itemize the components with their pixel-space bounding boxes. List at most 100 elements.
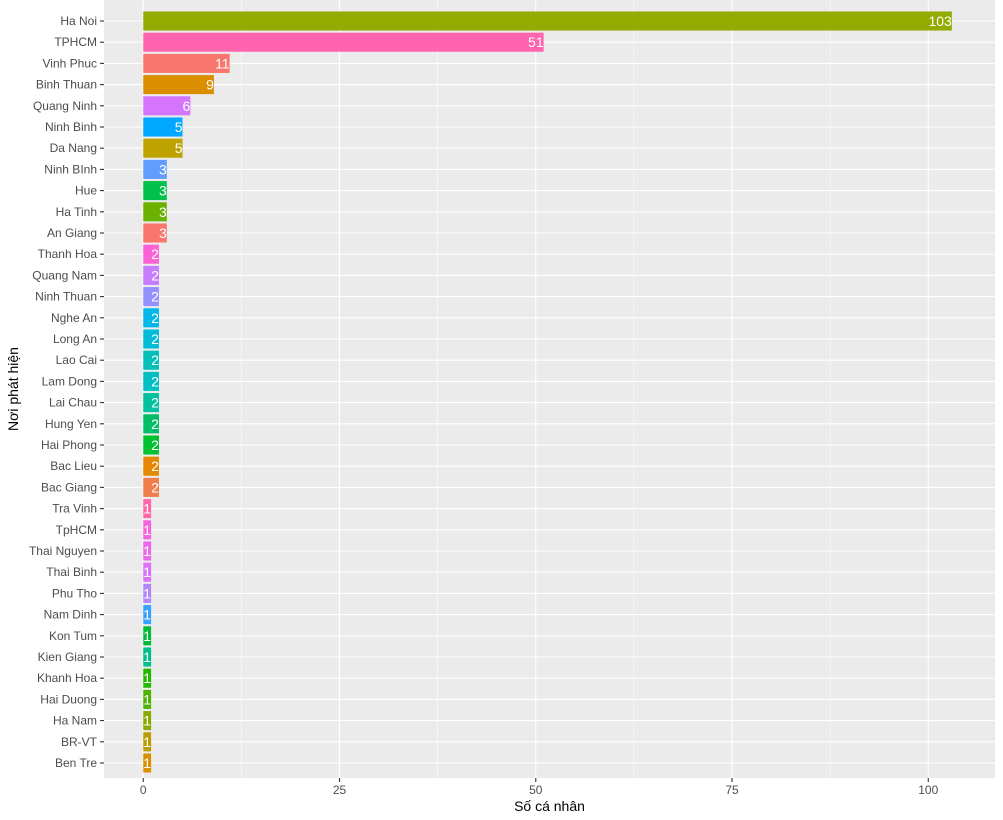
y-tick-label: Lao Cai bbox=[56, 353, 97, 367]
y-tick-label: Khanh Hoa bbox=[37, 671, 97, 685]
x-tick-label: 50 bbox=[529, 783, 543, 797]
bar bbox=[143, 32, 544, 52]
bar-value-label: 1 bbox=[143, 607, 151, 623]
bar-value-label: 2 bbox=[151, 331, 159, 347]
bar-value-label: 2 bbox=[151, 310, 159, 326]
y-tick-label: Ninh Binh bbox=[45, 120, 97, 134]
bar-value-label: 1 bbox=[143, 713, 151, 729]
bar bbox=[143, 477, 159, 497]
bar bbox=[143, 562, 152, 582]
y-tick-label: Ninh BInh bbox=[44, 162, 97, 176]
bar-value-label: 2 bbox=[151, 479, 159, 495]
bar bbox=[143, 11, 952, 31]
bar-value-label: 51 bbox=[528, 34, 544, 50]
bar-value-label: 2 bbox=[151, 373, 159, 389]
bar bbox=[143, 456, 159, 476]
bar-value-label: 1 bbox=[143, 628, 151, 644]
bar-value-label: 2 bbox=[151, 416, 159, 432]
y-tick-label: Hai Duong bbox=[40, 692, 97, 706]
y-tick-label: Ha Noi bbox=[60, 14, 97, 28]
bar bbox=[143, 689, 152, 709]
y-tick-label: Kien Giang bbox=[38, 650, 97, 664]
y-tick-label: An Giang bbox=[47, 226, 97, 240]
y-axis-title: Nơi phát hiện bbox=[5, 347, 21, 431]
y-tick-label: Vinh Phuc bbox=[43, 56, 98, 70]
bar bbox=[143, 223, 167, 243]
y-axis: Ha Noi TPHCM Vinh Phuc Binh Thuan Quang Ninh… bbox=[29, 14, 104, 770]
bar bbox=[143, 393, 159, 413]
bar-value-label: 3 bbox=[159, 161, 167, 177]
bar bbox=[143, 96, 191, 116]
bar-value-label: 2 bbox=[151, 289, 159, 305]
bar bbox=[143, 371, 159, 391]
x-tick-label: 75 bbox=[725, 783, 739, 797]
bar-value-label: 1 bbox=[143, 734, 151, 750]
bar-value-label: 2 bbox=[151, 395, 159, 411]
bar bbox=[143, 499, 152, 519]
y-tick-label: Binh Thuan bbox=[36, 78, 97, 92]
grid-lines bbox=[104, 0, 995, 778]
bar-value-label: 1 bbox=[143, 691, 151, 707]
y-tick-label: Hung Yen bbox=[45, 417, 97, 431]
bar bbox=[143, 202, 167, 222]
bar-value-label: 3 bbox=[159, 204, 167, 220]
y-tick-label: Ben Tre bbox=[55, 756, 97, 770]
bar bbox=[143, 435, 159, 455]
bar bbox=[143, 583, 152, 603]
bar bbox=[143, 265, 159, 285]
bar bbox=[143, 181, 167, 201]
bar-value-label: 2 bbox=[151, 352, 159, 368]
bar bbox=[143, 53, 230, 73]
y-tick-label: Quang Ninh bbox=[33, 99, 97, 113]
y-tick-label: Ninh Thuan bbox=[35, 290, 97, 304]
bar bbox=[143, 75, 214, 95]
y-tick-label: Bac Giang bbox=[41, 480, 97, 494]
bar bbox=[143, 520, 152, 540]
y-tick-label: Thai Nguyen bbox=[29, 544, 97, 558]
y-tick-label: Hai Phong bbox=[41, 438, 97, 452]
bar-value-label: 1 bbox=[143, 649, 151, 665]
y-tick-label: Nam Dinh bbox=[44, 608, 97, 622]
bar-value-label: 2 bbox=[151, 458, 159, 474]
bar bbox=[143, 117, 183, 137]
y-tick-label: Quang Nam bbox=[32, 268, 97, 282]
y-tick-label: Thanh Hoa bbox=[38, 247, 98, 261]
bar-value-label: 11 bbox=[215, 55, 230, 71]
y-tick-label: Hue bbox=[75, 184, 97, 198]
bar bbox=[143, 414, 159, 434]
bar-value-label: 2 bbox=[151, 437, 159, 453]
bar bbox=[143, 541, 152, 561]
bar bbox=[143, 159, 167, 179]
bar-value-label: 1 bbox=[143, 670, 151, 686]
x-tick-label: 0 bbox=[140, 783, 147, 797]
bar bbox=[143, 668, 152, 688]
x-tick-label: 25 bbox=[333, 783, 347, 797]
bar-value-label: 6 bbox=[183, 98, 191, 114]
y-tick-label: Tra Vinh bbox=[52, 502, 97, 516]
bar-value-label: 103 bbox=[928, 13, 952, 29]
bar-value-label: 3 bbox=[159, 183, 167, 199]
y-tick-label: Lam Dong bbox=[42, 374, 97, 388]
y-tick-label: Ha Tinh bbox=[56, 205, 97, 219]
bar bbox=[143, 138, 183, 158]
bar bbox=[143, 287, 159, 307]
bar-value-label: 9 bbox=[206, 77, 214, 93]
bar-value-label: 5 bbox=[175, 119, 183, 135]
bar bbox=[143, 753, 152, 773]
x-axis-title: Số cá nhân bbox=[514, 798, 585, 814]
bar-value-label: 5 bbox=[175, 140, 183, 156]
y-tick-label: TpHCM bbox=[56, 523, 97, 537]
x-axis: 0 25 50 75 100 bbox=[140, 778, 939, 797]
bar bbox=[143, 350, 159, 370]
bar-value-label: 2 bbox=[151, 246, 159, 262]
y-tick-label: Kon Tum bbox=[49, 629, 97, 643]
y-tick-label: Lai Chau bbox=[49, 396, 97, 410]
bar-value-label: 1 bbox=[143, 543, 151, 559]
bar-value-label: 1 bbox=[143, 522, 151, 538]
bar-value-label: 2 bbox=[151, 267, 159, 283]
y-tick-label: BR-VT bbox=[61, 735, 98, 749]
bar-value-label: 1 bbox=[143, 755, 151, 771]
